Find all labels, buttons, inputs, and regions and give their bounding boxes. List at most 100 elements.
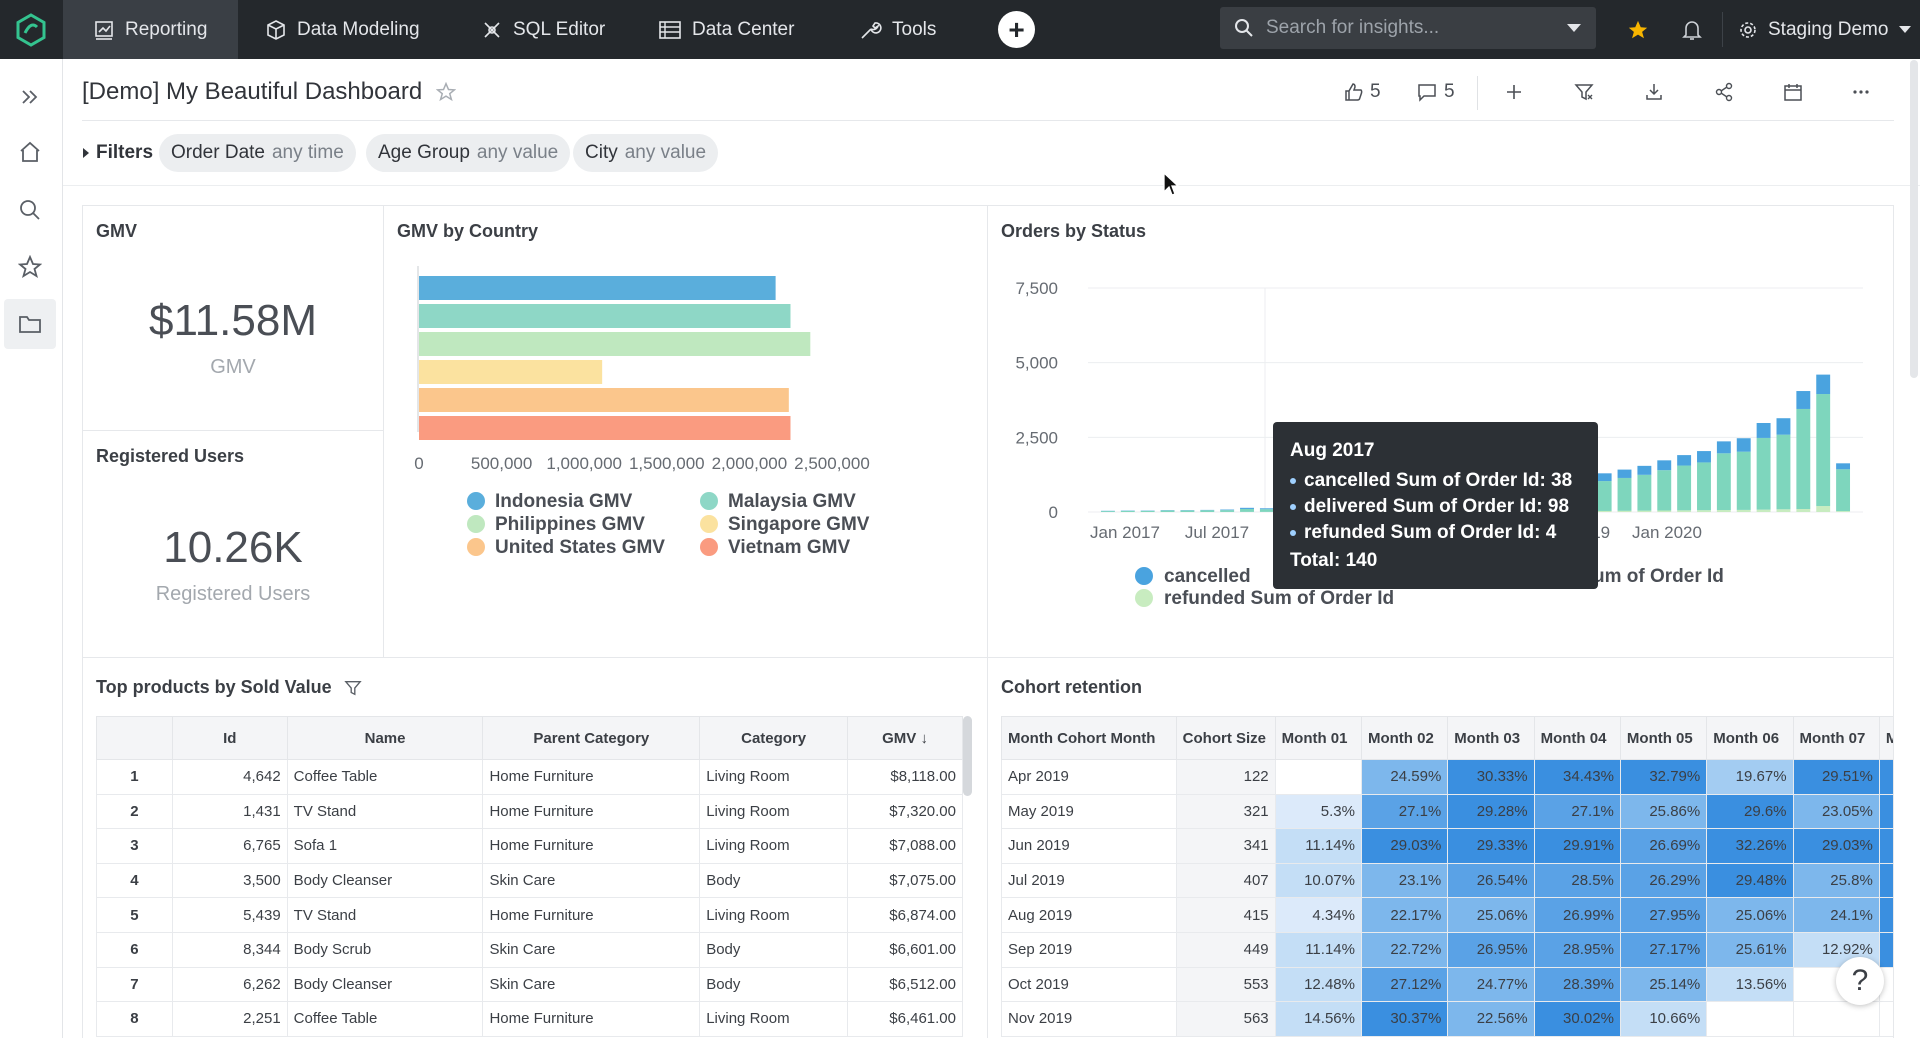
table-row[interactable]: 8 2,251 Coffee Table Home Furniture Living R… bbox=[96, 1001, 963, 1037]
column-header[interactable]: Month 03 bbox=[1447, 716, 1535, 760]
table-row[interactable]: 6 8,344 Body Scrub Skin Care Body $6,601.00 bbox=[96, 931, 963, 968]
widget-gmv[interactable]: GMV $11.58M GMV bbox=[82, 205, 384, 431]
filter-chip-order-date[interactable]: Order Date any time bbox=[159, 134, 356, 172]
table-row[interactable]: 1 4,642 Coffee Table Home Furniture Living R… bbox=[96, 759, 963, 795]
column-header[interactable]: Month 06 bbox=[1706, 716, 1794, 760]
table-row[interactable]: Oct 2019 553 12.48% 27.12% 24.77% 28.39% 25.14… bbox=[1001, 966, 1893, 1003]
column-header[interactable]: M bbox=[1878, 716, 1893, 760]
table-cell: 27.1% bbox=[1533, 793, 1621, 830]
table-cell: 22.56% bbox=[1447, 1001, 1535, 1037]
bar-segment bbox=[1736, 438, 1751, 452]
table-row[interactable]: 7 6,262 Body Cleanser Skin Care Body $6,512.0… bbox=[96, 966, 963, 1003]
table-cell: 25.06% bbox=[1447, 897, 1535, 933]
column-header[interactable]: Name bbox=[286, 716, 484, 760]
like-button[interactable]: 5 bbox=[1344, 76, 1381, 108]
search-icon[interactable] bbox=[4, 185, 56, 235]
filter-icon[interactable] bbox=[344, 679, 362, 697]
column-header[interactable]: Parent Category bbox=[482, 716, 701, 760]
filter-icon[interactable] bbox=[1574, 76, 1594, 108]
table-row[interactable]: 5 5,439 TV Stand Home Furniture Living Room $… bbox=[96, 897, 963, 933]
search-box[interactable] bbox=[1220, 7, 1596, 49]
filter-chip-age-group[interactable]: Age Group any value bbox=[366, 134, 571, 172]
table-cell: 25.14% bbox=[1619, 966, 1708, 1003]
column-header[interactable]: Month 04 bbox=[1533, 716, 1621, 760]
bar-segment bbox=[1836, 511, 1851, 512]
bar-segment bbox=[1697, 510, 1711, 512]
column-header[interactable]: Id bbox=[171, 716, 288, 760]
widget-top-products[interactable]: Top products by Sold Value Id Name Paren… bbox=[82, 657, 988, 1038]
holistics-logo-icon[interactable] bbox=[0, 0, 62, 59]
create-new-button[interactable]: + bbox=[998, 11, 1035, 48]
table-cell: 11.14% bbox=[1274, 931, 1362, 968]
bar-segment bbox=[1736, 451, 1751, 510]
favorites-star-icon[interactable] bbox=[4, 242, 56, 292]
table-row[interactable]: Nov 2019 563 14.56% 30.37% 22.56% 30.02% 10.66… bbox=[1001, 1001, 1893, 1037]
bar-segment bbox=[1597, 481, 1612, 511]
table-row[interactable]: 2 1,431 TV Stand Home Furniture Living Room $… bbox=[96, 793, 963, 830]
bar bbox=[419, 276, 776, 300]
bar-segment bbox=[1617, 477, 1632, 511]
comments-button[interactable]: 5 bbox=[1416, 76, 1455, 108]
column-header[interactable]: Month 01 bbox=[1274, 716, 1362, 760]
favorite-star-icon[interactable] bbox=[436, 82, 457, 102]
notification-bell-icon[interactable] bbox=[1676, 14, 1708, 46]
legend-label: Singapore GMV bbox=[728, 514, 870, 535]
widget-title: Orders by Status bbox=[1001, 221, 1147, 241]
bar-segment bbox=[1716, 441, 1731, 454]
star-icon[interactable] bbox=[1622, 14, 1654, 46]
table-cell: $6,461.00 bbox=[847, 1001, 963, 1037]
table-cell: $6,512.00 bbox=[847, 966, 963, 1003]
legend-swatch bbox=[1135, 589, 1153, 607]
column-header[interactable]: Category bbox=[699, 716, 849, 760]
nav-tools[interactable]: Tools bbox=[858, 0, 936, 59]
page-scrollbar[interactable] bbox=[1910, 60, 1918, 378]
bar-segment bbox=[1220, 510, 1235, 512]
table-cell: Home Furniture bbox=[482, 897, 701, 933]
nav-data-center[interactable]: Data Center bbox=[658, 0, 794, 59]
table-row[interactable]: 4 3,500 Body Cleanser Skin Care Body $7,075.0… bbox=[96, 862, 963, 899]
table-row[interactable]: Aug 2019 415 4.34% 22.17% 25.06% 26.99% 27.95%… bbox=[1001, 897, 1893, 933]
chevron-down-icon[interactable] bbox=[1566, 23, 1582, 33]
home-icon[interactable] bbox=[4, 127, 56, 177]
bar-segment bbox=[1637, 465, 1652, 475]
table-row[interactable]: May 2019 321 5.3% 27.1% 29.28% 27.1% 25.86% 29.… bbox=[1001, 793, 1893, 830]
workspace-switcher[interactable]: Staging Demo bbox=[1738, 0, 1912, 59]
widget-registered-users[interactable]: Registered Users 10.26K Registered Users bbox=[82, 430, 384, 658]
expand-sidebar-icon[interactable] bbox=[4, 72, 56, 122]
share-icon[interactable] bbox=[1714, 76, 1734, 108]
table-row[interactable]: Jul 2019 407 10.07% 23.1% 26.54% 28.5% 26.29% 2… bbox=[1001, 862, 1893, 899]
filter-chip-city[interactable]: City any value bbox=[573, 134, 719, 172]
filters-toggle[interactable]: Filters bbox=[82, 142, 153, 164]
more-options-icon[interactable] bbox=[1852, 76, 1870, 108]
column-header[interactable]: Month 07 bbox=[1792, 716, 1880, 760]
folder-icon[interactable] bbox=[4, 299, 56, 349]
calendar-icon[interactable] bbox=[1783, 76, 1803, 108]
legend-label: cancelled bbox=[1164, 566, 1251, 587]
table-cell: Aug 2019 bbox=[1001, 897, 1177, 933]
widget-cohort-retention[interactable]: Cohort retention Month Cohort Month Cohor… bbox=[987, 657, 1894, 1038]
column-header-gmv[interactable]: GMV ↓ bbox=[847, 716, 963, 760]
table-cell: $6,874.00 bbox=[847, 897, 963, 933]
table-row[interactable]: Jun 2019 341 11.14% 29.03% 29.33% 29.91% 26.69… bbox=[1001, 828, 1893, 864]
column-header[interactable]: Month Cohort Month bbox=[1001, 716, 1177, 760]
table-row[interactable]: 3 6,765 Sofa 1 Home Furniture Living Room $7,… bbox=[96, 828, 963, 864]
add-widget-icon[interactable] bbox=[1506, 76, 1522, 108]
download-icon[interactable] bbox=[1644, 76, 1664, 108]
nav-data-modeling[interactable]: Data Modeling bbox=[265, 0, 420, 59]
legend-swatch bbox=[700, 515, 718, 533]
help-button[interactable]: ? bbox=[1836, 957, 1884, 1005]
table-scrollbar[interactable] bbox=[963, 716, 972, 796]
nav-sql-editor[interactable]: SQL Editor bbox=[481, 0, 605, 59]
kpi-label: Registered Users bbox=[155, 583, 311, 605]
column-header[interactable]: Cohort Size bbox=[1175, 716, 1276, 760]
legend-swatch bbox=[700, 492, 718, 510]
search-input[interactable] bbox=[1266, 17, 1554, 39]
bar bbox=[419, 332, 811, 356]
table-row[interactable]: Apr 2019 122 24.59% 30.33% 34.43% 32.79% 19.67… bbox=[1001, 759, 1893, 795]
table-row[interactable]: Sep 2019 449 11.14% 22.72% 26.95% 28.95% 27.17… bbox=[1001, 931, 1893, 968]
widget-gmv-by-country[interactable]: GMV by Country 0 500,000 1,000,000 1,500,00… bbox=[383, 205, 988, 658]
column-header[interactable]: Month 02 bbox=[1360, 716, 1449, 760]
nav-reporting[interactable]: Reporting bbox=[63, 0, 238, 59]
table-cell: 1,431 bbox=[171, 793, 288, 830]
column-header[interactable]: Month 05 bbox=[1619, 716, 1708, 760]
